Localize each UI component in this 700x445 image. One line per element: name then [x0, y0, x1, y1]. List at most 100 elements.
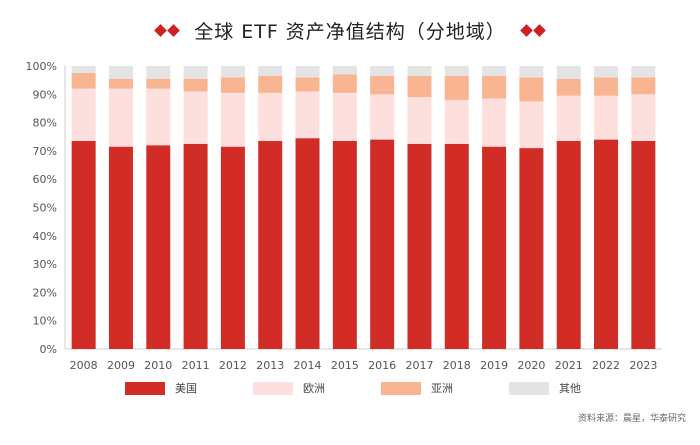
legend-item: 美国: [125, 380, 253, 396]
bar-segment: [332, 74, 357, 93]
bar-segment: [482, 146, 507, 349]
x-tick-label: 2017: [405, 359, 433, 372]
bar-segment: [332, 92, 357, 141]
y-tick-label: 20%: [33, 286, 57, 299]
bar-segment: [108, 66, 133, 79]
legend-swatch: [509, 381, 549, 395]
y-tick-label: 10%: [33, 315, 57, 328]
bar-segment: [407, 66, 432, 76]
x-tick-label: 2009: [107, 359, 135, 372]
bar-segment: [295, 77, 320, 92]
bar-segment: [146, 88, 171, 146]
bar-segment: [71, 88, 96, 141]
title-row: 全球 ETF 资产净值结构（分地域）: [0, 10, 700, 50]
bar-segment: [519, 148, 544, 349]
y-tick-label: 80%: [33, 117, 57, 130]
bar-segment: [556, 95, 581, 141]
bar-segment: [631, 66, 656, 78]
bar-segment: [295, 66, 320, 78]
bar-segment: [71, 73, 96, 89]
bar-segment: [108, 78, 133, 89]
bar-segment: [556, 141, 581, 349]
bar-segment: [108, 88, 133, 147]
bar-segment: [594, 95, 619, 140]
legend-swatch: [125, 381, 165, 395]
y-tick-label: 100%: [26, 60, 57, 73]
legend-swatch: [253, 381, 293, 395]
x-tick-label: 2010: [144, 359, 172, 372]
x-tick-label: 2021: [555, 359, 583, 372]
bar-segment: [407, 97, 432, 144]
x-tick-label: 2020: [517, 359, 545, 372]
x-tick-label: 2016: [368, 359, 396, 372]
bar-segment: [594, 66, 619, 78]
bar-segment: [556, 66, 581, 79]
bar-segment: [444, 75, 469, 100]
bar-segment: [295, 138, 320, 349]
x-tick-label: 2019: [480, 359, 508, 372]
bar-segment: [444, 99, 469, 144]
bar-segment: [519, 77, 544, 102]
bar-segment: [370, 75, 395, 95]
chart-title: 全球 ETF 资产净值结构（分地域）: [194, 20, 506, 43]
bar-segment: [295, 91, 320, 139]
bar-segment: [519, 66, 544, 78]
bar-segment: [482, 75, 507, 99]
bar-segment: [220, 66, 245, 78]
y-tick-label: 40%: [33, 230, 57, 243]
bar-segment: [146, 145, 171, 349]
bar-segment: [407, 75, 432, 98]
bar-segment: [220, 77, 245, 93]
y-tick-label: 30%: [33, 258, 57, 271]
legend-swatch: [381, 381, 421, 395]
legend: 美国 欧洲 亚洲 其他: [125, 379, 685, 397]
bar-segment: [370, 66, 395, 76]
bar-segment: [71, 141, 96, 349]
bar-segment: [258, 66, 283, 76]
bar-segment: [370, 139, 395, 349]
y-tick-label: 60%: [33, 173, 57, 186]
bar-segment: [220, 146, 245, 349]
bar-segment: [108, 146, 133, 349]
x-tick-label: 2014: [294, 359, 322, 372]
bar-segment: [183, 91, 208, 144]
bar-segment: [258, 141, 283, 349]
bar-segment: [220, 92, 245, 147]
bar-segment: [631, 94, 656, 141]
bar-segment: [482, 66, 507, 76]
bar-segment: [332, 66, 357, 75]
x-tick-label: 2013: [256, 359, 284, 372]
y-tick-label: 50%: [33, 202, 57, 215]
x-tick-label: 2011: [182, 359, 210, 372]
bar-segment: [407, 143, 432, 349]
bar-segment: [482, 98, 507, 147]
bar-segment: [594, 77, 619, 96]
bar-segment: [444, 66, 469, 76]
bar-segment: [183, 66, 208, 79]
bar-segment: [183, 143, 208, 349]
bar-segment: [146, 66, 171, 79]
legend-label: 亚洲: [431, 382, 453, 395]
legend-item: 亚洲: [381, 380, 509, 396]
bar-segment: [556, 78, 581, 96]
bar-segment: [519, 101, 544, 149]
x-tick-label: 2012: [219, 359, 247, 372]
legend-label: 欧洲: [303, 382, 325, 395]
bar-segment: [631, 141, 656, 349]
y-tick-label: 70%: [33, 145, 57, 158]
source-note: 资料来源：晨星，华泰研究: [577, 414, 686, 424]
x-tick-label: 2023: [629, 359, 657, 372]
legend-label: 美国: [175, 382, 197, 395]
legend-label: 其他: [559, 382, 581, 395]
bar-segment: [183, 78, 208, 92]
x-tick-label: 2018: [443, 359, 471, 372]
bar-segment: [631, 77, 656, 95]
bar-segment: [71, 66, 96, 74]
bar-segment: [332, 141, 357, 349]
x-tick-label: 2015: [331, 359, 359, 372]
legend-item: 其他: [509, 380, 637, 396]
legend-item: 欧洲: [253, 380, 381, 396]
bar-segment: [594, 139, 619, 349]
x-tick-label: 2008: [70, 359, 98, 372]
